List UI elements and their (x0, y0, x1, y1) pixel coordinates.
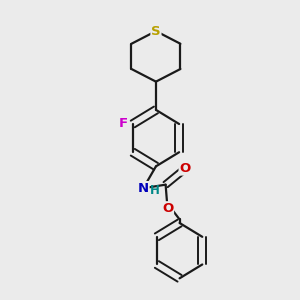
Text: O: O (162, 202, 173, 215)
Text: H: H (150, 184, 160, 197)
Text: F: F (119, 117, 128, 130)
Text: O: O (179, 162, 191, 175)
Text: S: S (151, 25, 161, 38)
Text: N: N (138, 182, 149, 195)
